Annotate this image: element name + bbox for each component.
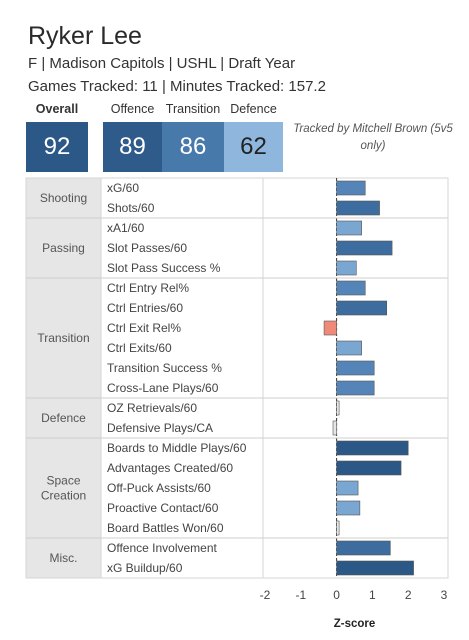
- overall-score: 92: [26, 122, 88, 172]
- metric-label-boards-to-middle-plays-60: Boards to Middle Plays/60: [107, 441, 247, 455]
- metric-label-shots-60: Shots/60: [107, 201, 155, 215]
- bar-board-battles-won-60: [336, 520, 340, 536]
- bar-advantages-created-60: [336, 460, 402, 476]
- metric-label-xg-buildup-60: xG Buildup/60: [107, 561, 183, 575]
- metric-label-board-battles-won-60: Board Battles Won/60: [107, 521, 224, 535]
- metric-label-oz-retrievals-60: OZ Retrievals/60: [107, 401, 197, 415]
- bar-ctrl-entry-rel: [336, 280, 366, 296]
- bar-xa1-60: [336, 220, 362, 236]
- bar-xg-buildup-60: [336, 560, 414, 576]
- tracking-credit: Tracked by Mitchell Brown (5v5 only): [293, 123, 453, 152]
- bar-off-puck-assists-60: [336, 480, 359, 496]
- metric-label-offence-involvement: Offence Involvement: [107, 541, 218, 555]
- metric-label-ctrl-entry-rel: Ctrl Entry Rel%: [107, 281, 189, 295]
- bar-defensive-plays-ca: [332, 420, 337, 436]
- player-info: F | Madison Capitols | USHL | Draft Year: [28, 55, 296, 72]
- bar-transition-success: [336, 360, 375, 376]
- metric-label-off-puck-assists-60: Off-Puck Assists/60: [107, 481, 211, 495]
- category-label-space-creation: Space Creation: [41, 474, 86, 503]
- x-tick-label: 2: [405, 588, 412, 602]
- bar-ctrl-entries-60: [336, 300, 388, 316]
- category-label-transition: Transition: [37, 331, 89, 345]
- overall-header: Overall: [35, 102, 79, 116]
- metric-label-slot-pass-success: Slot Pass Success %: [107, 261, 221, 275]
- chart-frame: [25, 177, 449, 579]
- transition-score: 86: [162, 122, 224, 172]
- bar-slot-passes-60: [336, 240, 393, 256]
- offence-score: 89: [103, 122, 162, 172]
- bar-offence-involvement: [336, 540, 391, 556]
- defence-header: Defence: [230, 102, 277, 116]
- bar-shots-60: [336, 200, 380, 216]
- category-column: [26, 178, 101, 578]
- bar-proactive-contact-60: [336, 500, 361, 516]
- x-tick-label: -1: [295, 588, 306, 602]
- x-tick-label: 0: [333, 588, 340, 602]
- category-label-misc: Misc.: [50, 551, 78, 565]
- x-tick-label: 1: [369, 588, 376, 602]
- category-label-shooting: Shooting: [40, 191, 87, 205]
- category-label-defence: Defence: [41, 411, 86, 425]
- category-label-passing: Passing: [42, 241, 85, 255]
- metric-label-ctrl-entries-60: Ctrl Entries/60: [107, 301, 183, 315]
- metric-label-proactive-contact-60: Proactive Contact/60: [107, 501, 219, 515]
- bar-boards-to-middle-plays-60: [336, 440, 409, 456]
- bar-slot-pass-success: [336, 260, 357, 276]
- metric-label-xa1-60: xA1/60: [107, 221, 145, 235]
- metric-label-transition-success: Transition Success %: [107, 361, 222, 375]
- offence-header: Offence: [110, 102, 155, 116]
- defence-score: 62: [224, 122, 283, 172]
- metric-label-advantages-created-60: Advantages Created/60: [107, 461, 233, 475]
- bar-xg-60: [336, 180, 366, 196]
- player-name: Ryker Lee: [28, 22, 142, 50]
- bar-cross-lane-plays-60: [336, 380, 375, 396]
- metric-label-ctrl-exit-rel: Ctrl Exit Rel%: [107, 321, 181, 335]
- bar-oz-retrievals-60: [336, 400, 340, 416]
- metric-label-slot-passes-60: Slot Passes/60: [107, 241, 187, 255]
- metric-label-defensive-plays-ca: Defensive Plays/CA: [107, 421, 213, 435]
- metric-label-cross-lane-plays-60: Cross-Lane Plays/60: [107, 381, 219, 395]
- transition-header: Transition: [165, 102, 221, 116]
- x-axis-title: Z-score: [334, 618, 376, 630]
- metric-label-ctrl-exits-60: Ctrl Exits/60: [107, 341, 172, 355]
- x-tick-label: -2: [260, 588, 271, 602]
- x-tick-label: 3: [441, 588, 448, 602]
- bar-ctrl-exits-60: [336, 340, 362, 356]
- tracking-info: Games Tracked: 11 | Minutes Tracked: 157…: [28, 78, 326, 95]
- bar-ctrl-exit-rel: [323, 320, 337, 336]
- metric-label-xg-60: xG/60: [107, 181, 139, 195]
